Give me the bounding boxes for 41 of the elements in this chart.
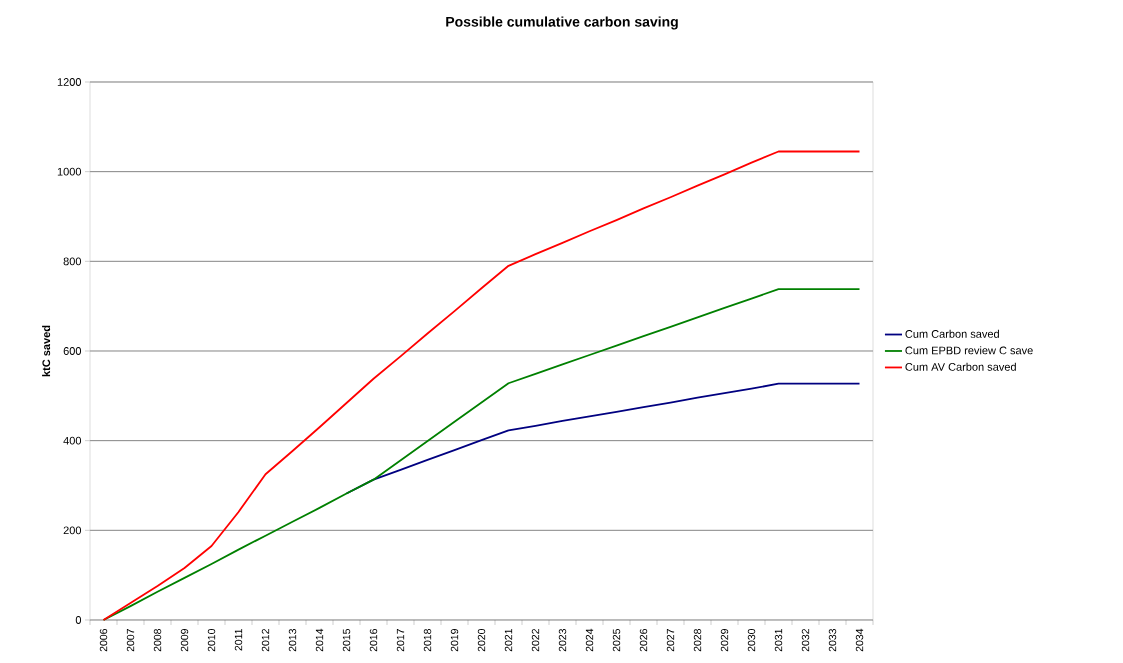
x-tick-label: 2012 bbox=[261, 629, 270, 652]
x-tick-label: 2018 bbox=[423, 628, 432, 652]
y-tick-label: 800 bbox=[63, 257, 82, 266]
x-tick-label: 2029 bbox=[720, 629, 729, 652]
x-tick-label: 2022 bbox=[531, 629, 540, 652]
x-tick-label: 2019 bbox=[450, 629, 459, 652]
x-tick-label: 2034 bbox=[855, 628, 864, 652]
x-tick-label: 2021 bbox=[504, 629, 513, 652]
y-tick-label: 0 bbox=[75, 616, 82, 624]
x-tick-label: 2031 bbox=[774, 629, 783, 652]
x-tick-label: 2023 bbox=[558, 628, 567, 652]
x-tick-label: 2015 bbox=[342, 628, 351, 652]
x-tick-label: 2016 bbox=[369, 628, 378, 652]
x-tick-label: 2011 bbox=[234, 629, 243, 651]
y-tick-label: 600 bbox=[63, 347, 82, 355]
y-tick-label: 200 bbox=[63, 526, 82, 535]
x-tick-label: 2007 bbox=[126, 629, 135, 652]
y-tick-label: 1000 bbox=[57, 167, 82, 176]
x-tick-label: 2013 bbox=[288, 628, 297, 652]
chart-title: Possible cumulative carbon saving bbox=[446, 16, 678, 30]
x-tick-label: 2033 bbox=[828, 628, 837, 652]
legend-label: Cum EPBD review C save bbox=[905, 346, 1033, 355]
x-tick-label: 2025 bbox=[612, 628, 621, 652]
x-tick-label: 2027 bbox=[666, 629, 675, 652]
legend-label: Cum Carbon saved bbox=[905, 329, 999, 338]
x-tick-label: 2024 bbox=[585, 628, 594, 652]
x-tick-label: 2020 bbox=[477, 628, 486, 652]
x-tick-label: 2017 bbox=[396, 629, 405, 652]
x-tick-label: 2014 bbox=[315, 628, 324, 652]
x-tick-label: 2006 bbox=[99, 628, 108, 652]
x-tick-label: 2030 bbox=[747, 628, 756, 652]
y-axis-title: ktC saved bbox=[42, 325, 51, 377]
x-tick-label: 2010 bbox=[207, 628, 216, 652]
x-tick-label: 2026 bbox=[639, 628, 648, 652]
x-tick-label: 2009 bbox=[180, 629, 189, 652]
legend-label: Cum AV Carbon saved bbox=[905, 362, 1016, 371]
y-tick-label: 1200 bbox=[57, 78, 82, 86]
x-tick-label: 2028 bbox=[693, 628, 702, 652]
y-tick-label: 400 bbox=[63, 436, 82, 445]
x-tick-label: 2008 bbox=[153, 628, 162, 652]
x-tick-label: 2032 bbox=[801, 629, 810, 652]
